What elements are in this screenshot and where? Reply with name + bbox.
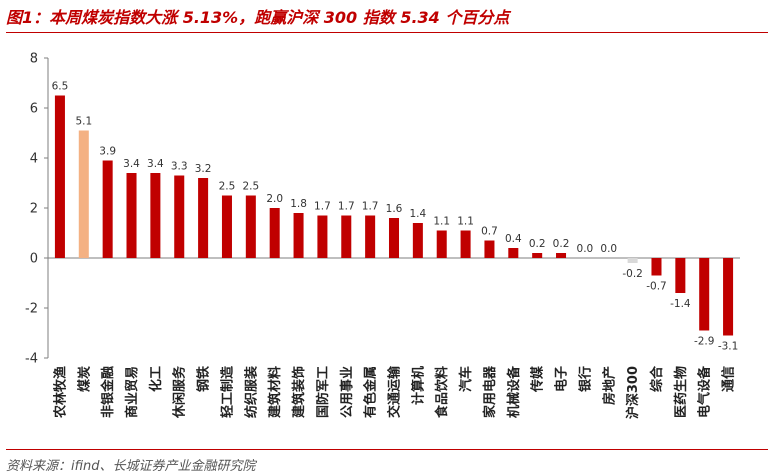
category-label: 交通运输: [387, 365, 403, 418]
value-label: -0.2: [622, 268, 643, 280]
source-note: 资料来源：ifind、长城证券产业金融研究院: [6, 459, 256, 474]
category-label: 食品饮料: [434, 366, 450, 418]
category-label: 综合: [649, 365, 665, 392]
category-label: 化工: [148, 366, 164, 392]
bar-汽车: [460, 230, 471, 258]
category-label: 煤炭: [76, 366, 92, 392]
category-label: 国防军工: [315, 366, 331, 418]
value-label: 5.1: [75, 116, 92, 128]
bar-农林牧渔: [54, 95, 65, 258]
category-label: 建筑装饰: [291, 366, 307, 418]
bar-计算机: [412, 223, 423, 258]
bar-建筑装饰: [293, 213, 304, 258]
figure-title: 图1：本周煤炭指数大涨 5.13%，跑赢沪深 300 指数 5.34 个百分点: [6, 8, 510, 27]
value-label: 6.5: [52, 81, 69, 93]
value-label: 2.5: [219, 181, 236, 193]
bar-食品饮料: [436, 230, 447, 258]
value-label: 0.0: [577, 243, 594, 255]
category-label: 非银金融: [100, 366, 116, 418]
value-label: 1.7: [314, 201, 331, 213]
value-label: 0.2: [553, 238, 570, 250]
category-label: 通信: [721, 366, 737, 392]
value-label: -3.1: [718, 341, 739, 353]
category-label: 机械设备: [506, 365, 522, 418]
y-tick-label: -4: [25, 352, 38, 367]
bar-交通运输: [388, 218, 400, 258]
y-tick-label: -2: [25, 302, 38, 317]
bar-家用电器: [484, 240, 495, 258]
value-label: 0.4: [505, 233, 522, 245]
category-label: 商业贸易: [124, 366, 140, 418]
value-label: 2.5: [242, 181, 259, 193]
category-label: 房地产: [601, 366, 617, 405]
bar-电子: [556, 253, 567, 258]
value-label: 1.7: [362, 201, 379, 213]
bar-有色金属: [365, 215, 376, 258]
category-label: 医药生物: [673, 366, 689, 418]
category-label: 汽车: [458, 366, 474, 392]
bar-电气设备: [699, 258, 710, 331]
category-label: 纺织服装: [243, 366, 259, 418]
title-divider: [6, 32, 768, 33]
y-tick-label: 4: [30, 152, 38, 167]
category-label: 电子: [554, 366, 570, 392]
category-label: 银行: [577, 366, 593, 392]
category-label: 传媒: [530, 365, 546, 393]
bar-化工: [150, 173, 161, 258]
bar-传媒: [532, 253, 543, 258]
category-label: 休闲服务: [172, 365, 188, 419]
bar-国防军工: [317, 215, 328, 258]
bar-非银金融: [102, 160, 113, 258]
y-tick-label: 0: [30, 252, 38, 267]
category-label: 农林牧渔: [52, 366, 68, 419]
value-label: 3.4: [123, 158, 140, 170]
bar-煤炭: [78, 130, 89, 258]
bar-公用事业: [341, 215, 352, 258]
value-label: 1.4: [410, 208, 427, 220]
value-label: 0.7: [481, 226, 498, 238]
category-label: 沪深300: [625, 366, 641, 419]
category-label: 轻工制造: [219, 365, 235, 418]
value-label: 2.0: [266, 193, 283, 205]
footer-divider: [6, 449, 768, 450]
value-label: 1.6: [386, 203, 403, 215]
value-label: 0.2: [529, 238, 546, 250]
bar-医药生物: [675, 258, 686, 293]
value-label: 1.1: [433, 216, 450, 228]
value-label: 1.1: [457, 216, 474, 228]
chart-bars: [54, 95, 734, 336]
bar-钢铁: [198, 178, 209, 258]
category-label: 公用事业: [339, 366, 355, 418]
bar-纺织服装: [245, 195, 256, 258]
y-tick-label: 8: [30, 52, 38, 67]
bar-休闲服务: [174, 175, 185, 258]
y-tick-label: 6: [30, 102, 38, 117]
value-label: 3.4: [147, 158, 164, 170]
bar-建筑材料: [269, 208, 280, 258]
category-label: 建筑材料: [267, 366, 283, 418]
category-label: 计算机: [410, 366, 426, 405]
value-label: 3.2: [195, 163, 212, 175]
value-label: -0.7: [646, 281, 667, 293]
y-tick-label: 2: [30, 202, 38, 217]
value-label: -1.4: [670, 298, 691, 310]
category-label: 钢铁: [196, 366, 212, 392]
bar-通信: [723, 258, 734, 336]
category-label: 电气设备: [697, 365, 713, 418]
value-label: 1.8: [290, 198, 307, 210]
bar-商业贸易: [126, 173, 137, 258]
category-label: 有色金属: [363, 366, 379, 418]
category-label: 家用电器: [482, 365, 498, 418]
chart-labels: 6.5 农林牧渔 5.1 煤炭 3.9 非银金融 3.4 商业贸易 3.4 化工 3.3 休闲服务 3.…: [52, 81, 739, 420]
value-label: 3.3: [171, 161, 188, 173]
value-label: -2.9: [694, 336, 715, 348]
bar-机械设备: [508, 248, 519, 258]
bar-沪深300: [627, 258, 638, 263]
value-label: 0.0: [600, 243, 617, 255]
bar-轻工制造: [221, 195, 232, 258]
bar-综合: [651, 258, 662, 276]
value-label: 3.9: [99, 146, 116, 158]
value-label: 1.7: [338, 201, 355, 213]
